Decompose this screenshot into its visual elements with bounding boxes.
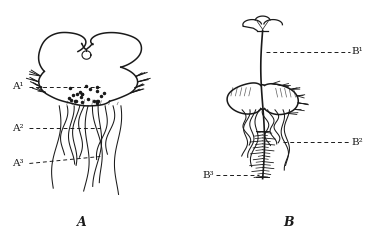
Text: A: A: [77, 216, 86, 229]
Text: A¹: A¹: [12, 82, 24, 91]
Text: B²: B²: [352, 138, 364, 147]
Text: B¹: B¹: [352, 47, 364, 56]
Text: B: B: [284, 216, 294, 229]
Text: A²: A²: [12, 124, 24, 133]
Text: A³: A³: [12, 159, 24, 168]
Text: B³: B³: [203, 171, 214, 180]
